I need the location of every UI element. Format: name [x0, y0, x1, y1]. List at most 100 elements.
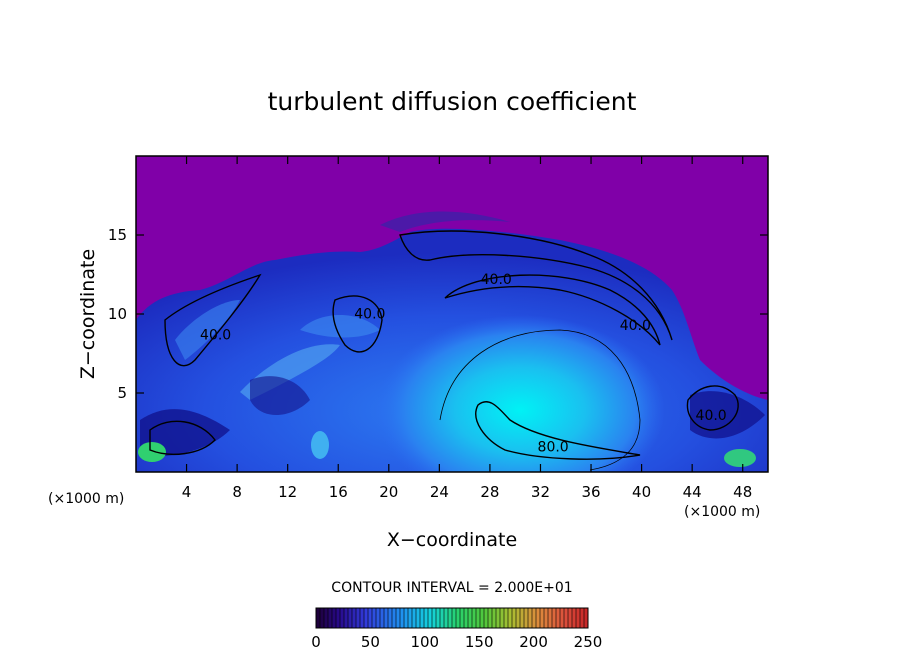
colorbar-cell [392, 608, 396, 628]
contour-lines [149, 230, 739, 471]
colorbar-cell [528, 608, 532, 628]
contour-label: 40.0 [481, 272, 512, 288]
colorbar [315, 607, 589, 629]
contour-interval-text: CONTOUR INTERVAL = 2.000E+01 [331, 580, 572, 596]
colorbar-tick-label: 250 [574, 633, 603, 651]
colorbar-cell [416, 608, 420, 628]
x-tick-label: 20 [379, 483, 398, 501]
colorbar-cell [524, 608, 528, 628]
colorbar-cell [340, 608, 344, 628]
colorbar-cell [384, 608, 388, 628]
colorbar-cell [364, 608, 368, 628]
colorbar-cell [452, 608, 456, 628]
contour-label: 40.0 [354, 307, 385, 323]
high-spot-center [311, 431, 329, 459]
colorbar-cell [328, 608, 332, 628]
contour-40-mid [332, 295, 383, 353]
colorbar-cell [440, 608, 444, 628]
x-tick-label: 4 [182, 483, 192, 501]
colorbar-cell [560, 608, 564, 628]
colorbar-cell [564, 608, 568, 628]
contour-thin-core [439, 329, 641, 471]
colorbar-cell [444, 608, 448, 628]
colorbar-cell [356, 608, 360, 628]
colorbar-cell [496, 608, 500, 628]
contour-40-outer [399, 230, 673, 341]
colorbar-cell [348, 608, 352, 628]
contour-80-core [475, 401, 641, 460]
colorbar-cell [576, 608, 580, 628]
colorbar-cell [360, 608, 364, 628]
colorbar-cell [420, 608, 424, 628]
colorbar-cell [376, 608, 380, 628]
colorbar-cell [548, 608, 552, 628]
colorbar-cell [380, 608, 384, 628]
colorbar-cell [472, 608, 476, 628]
core-max-region [375, 315, 665, 472]
x-tick-label: 8 [232, 483, 242, 501]
colorbar-cell [580, 608, 584, 628]
chart-title: turbulent diffusion coefficient [268, 87, 637, 116]
colorbar-cell [536, 608, 540, 628]
colorbar-cell [352, 608, 356, 628]
filament-2 [300, 315, 380, 338]
cloud-shell [380, 211, 510, 232]
colorbar-cell [332, 608, 336, 628]
y-tick-label: 15 [108, 226, 127, 244]
colorbar-cell [404, 608, 408, 628]
x-axis-label: X−coordinate [387, 529, 517, 551]
colorbar-cell [492, 608, 496, 628]
colorbar-cell [468, 608, 472, 628]
contour-label: 80.0 [538, 439, 569, 455]
colorbar-cell [372, 608, 376, 628]
colorbar-cell [484, 608, 488, 628]
colorbar-cell [516, 608, 520, 628]
colorbar-cell [388, 608, 392, 628]
x-unit-left: (×1000 m) [48, 491, 124, 507]
colorbar-cell [336, 608, 340, 628]
colorbar-tick-label: 150 [465, 633, 494, 651]
colorbar-cell [520, 608, 524, 628]
heatmap-field: 40.0 40.0 40.0 40.0 80.0 40.0 [136, 156, 768, 472]
contour-label: 40.0 [620, 318, 651, 334]
colorbar-cell [424, 608, 428, 628]
x-tick-label: 48 [733, 483, 752, 501]
colorbar-cell [396, 608, 400, 628]
y-axis-ticks: 5 10 15 [108, 226, 768, 402]
x-tick-label: 28 [480, 483, 499, 501]
colorbar-cell [532, 608, 536, 628]
colorbar-cell [488, 608, 492, 628]
dark-patch-3 [250, 376, 310, 415]
x-tick-label: 44 [683, 483, 702, 501]
colorbar-cell [344, 608, 348, 628]
colorbar-cell [368, 608, 372, 628]
colorbar-cell [428, 608, 432, 628]
colorbar-cell [448, 608, 452, 628]
contour-label: 40.0 [200, 327, 231, 343]
dark-patch-1 [140, 409, 230, 457]
colorbar-tick-label: 100 [410, 633, 439, 651]
colorbar-cell [456, 608, 460, 628]
colorbar-cell [572, 608, 576, 628]
colorbar-cell [400, 608, 404, 628]
colorbar-cell [324, 608, 328, 628]
x-tick-label: 32 [531, 483, 550, 501]
contour-40-left [164, 273, 262, 367]
colorbar-cell [556, 608, 560, 628]
colorbar-cell [476, 608, 480, 628]
colorbar-cell [436, 608, 440, 628]
colorbar-frame [315, 607, 589, 629]
x-tick-label: 24 [430, 483, 449, 501]
colorbar-cell [480, 608, 484, 628]
colorbar-tick-label: 0 [311, 633, 321, 651]
x-tick-label: 12 [278, 483, 297, 501]
x-axis-ticks: 4 8 12 16 20 24 28 32 36 40 44 48 [182, 156, 752, 501]
colorbar-cell [552, 608, 556, 628]
y-axis-label: Z−coordinate [77, 249, 99, 379]
dark-patch-2 [690, 391, 765, 439]
colorbar-cell [568, 608, 572, 628]
contour-label-layer: 40.0 40.0 40.0 40.0 80.0 40.0 [200, 272, 727, 455]
colorbar-cell [504, 608, 508, 628]
colorbar-cell [460, 608, 464, 628]
